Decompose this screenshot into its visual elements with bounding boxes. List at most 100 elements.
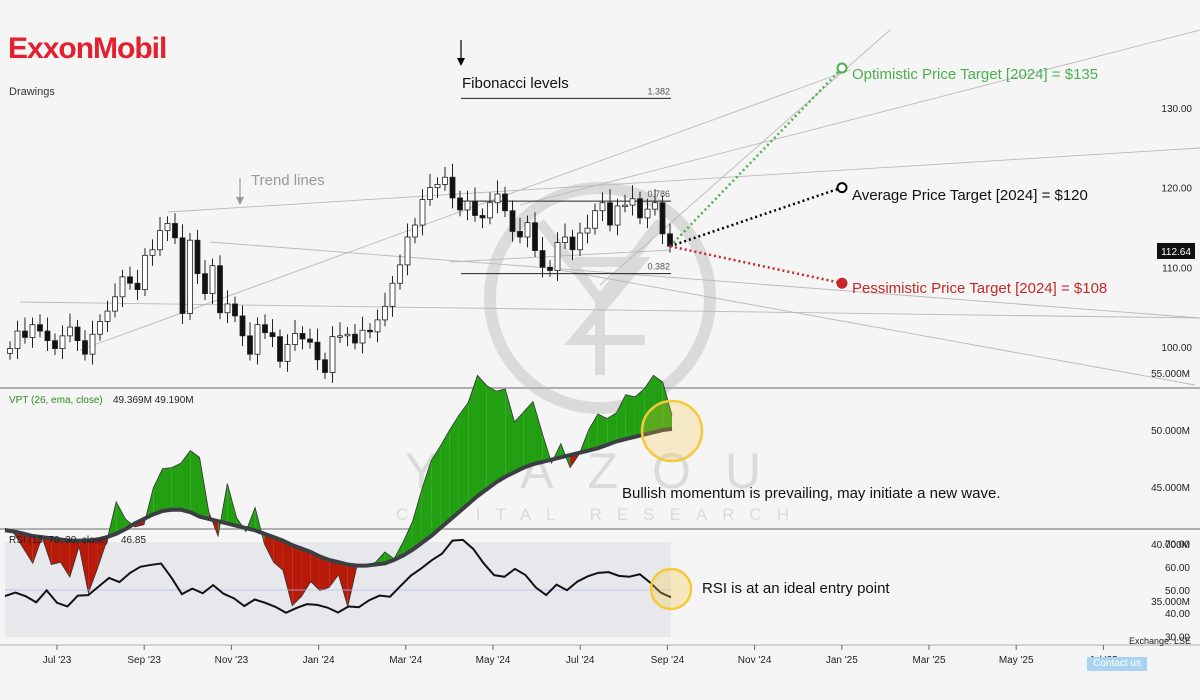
candle xyxy=(52,333,58,355)
candle xyxy=(232,296,238,323)
candle xyxy=(494,180,501,214)
vpt-fill-up xyxy=(227,483,237,526)
vpt-fill-down xyxy=(60,539,70,578)
candle xyxy=(374,309,381,343)
candle-body xyxy=(194,239,201,275)
candle-body xyxy=(517,231,523,238)
candle-body xyxy=(374,319,381,333)
candle-body xyxy=(292,333,298,346)
candle-body xyxy=(404,236,411,266)
candle-body xyxy=(112,296,118,312)
candle-body xyxy=(382,305,388,321)
x-tick-label: Mar '24 xyxy=(389,655,422,666)
candle-body xyxy=(52,340,58,349)
candle-body xyxy=(344,333,351,337)
candle xyxy=(142,248,148,296)
candle xyxy=(194,229,201,285)
candle xyxy=(472,187,478,222)
contact-us-button[interactable]: Contact us xyxy=(1087,657,1147,671)
candle xyxy=(607,189,613,232)
trend-line xyxy=(559,269,1196,386)
candle-body xyxy=(464,200,471,211)
candle-body xyxy=(82,340,88,355)
vpt-fill-up xyxy=(588,414,598,451)
candle-body xyxy=(37,324,43,332)
candle xyxy=(299,326,306,350)
candle xyxy=(59,325,66,359)
candle-body xyxy=(314,341,321,361)
candle xyxy=(224,290,231,324)
vpt-fill-up xyxy=(495,388,506,483)
candle-body xyxy=(119,276,126,298)
candle xyxy=(434,177,441,198)
rsi-y-tick: 40.00 xyxy=(1165,609,1190,620)
vpt-fill-up xyxy=(505,388,515,477)
candle xyxy=(524,215,531,248)
candle-body xyxy=(584,227,591,234)
candle-body xyxy=(247,335,253,355)
candle xyxy=(367,323,373,339)
candle-body xyxy=(67,326,73,337)
candle-body xyxy=(157,230,163,251)
vpt-fill-up xyxy=(171,463,182,510)
fib-level-label: 1.382 xyxy=(647,86,670,96)
rsi-y-tick: 60.00 xyxy=(1165,563,1190,574)
candle xyxy=(44,317,51,351)
rsi-y-tick: 70.00 xyxy=(1165,540,1190,551)
pessimistic-target-line xyxy=(669,245,843,285)
candle xyxy=(187,233,193,320)
candle-body xyxy=(524,222,531,238)
trend-lines-label: Trend lines xyxy=(251,172,325,189)
vpt-fill-up xyxy=(597,414,608,449)
candle xyxy=(614,198,621,236)
vpt-signal-line xyxy=(4,426,673,568)
price-candles xyxy=(7,163,673,383)
vpt-fill-up xyxy=(477,375,487,497)
rsi-indicator xyxy=(4,538,672,614)
vpt-fill-up xyxy=(644,375,654,435)
candle xyxy=(217,255,223,320)
average-target-line xyxy=(669,186,843,248)
vpt-fill-up xyxy=(431,445,441,537)
trend-lines-arrow xyxy=(236,178,244,205)
price-y-tick: 100.00 xyxy=(1161,343,1192,354)
candle xyxy=(427,174,433,206)
candle-body xyxy=(607,202,613,226)
vpt-fill-down xyxy=(88,539,98,594)
trend-line xyxy=(209,241,1200,319)
vpt-fill-up xyxy=(616,394,626,442)
x-tick-label: Jan '25 xyxy=(826,655,858,666)
candle-body xyxy=(667,233,673,247)
candle-body xyxy=(599,202,606,212)
vpt-fill-up xyxy=(255,507,265,544)
candle xyxy=(14,320,21,359)
candle xyxy=(179,224,186,324)
candle-body xyxy=(149,249,156,256)
candle-body xyxy=(502,193,508,212)
vpt-fill-down xyxy=(264,533,274,563)
candle-body xyxy=(239,315,246,337)
candle xyxy=(322,352,328,379)
fib-level-label: 0.786 xyxy=(647,189,670,199)
vpt-fill-down xyxy=(69,540,80,578)
candle xyxy=(517,217,523,244)
candle xyxy=(74,319,81,351)
candle xyxy=(157,217,163,257)
vpt-fill-up xyxy=(403,521,413,556)
x-tick-label: May '24 xyxy=(476,655,511,666)
vpt-fill-down xyxy=(329,559,339,588)
candle xyxy=(277,329,283,368)
x-tick-label: Mar '25 xyxy=(912,655,945,666)
candle-body xyxy=(592,210,598,229)
candle xyxy=(404,223,411,276)
candle xyxy=(209,258,216,304)
trend-line xyxy=(519,29,1200,206)
candle xyxy=(449,163,456,209)
candle-body xyxy=(614,205,621,226)
vpt-y-tick: 50.000M xyxy=(1151,426,1190,437)
candle xyxy=(667,223,673,253)
rsi-highlight-circle xyxy=(649,567,693,611)
optimistic-target-point xyxy=(836,62,848,74)
pessimistic-target-point xyxy=(836,277,848,289)
candle xyxy=(239,305,246,347)
